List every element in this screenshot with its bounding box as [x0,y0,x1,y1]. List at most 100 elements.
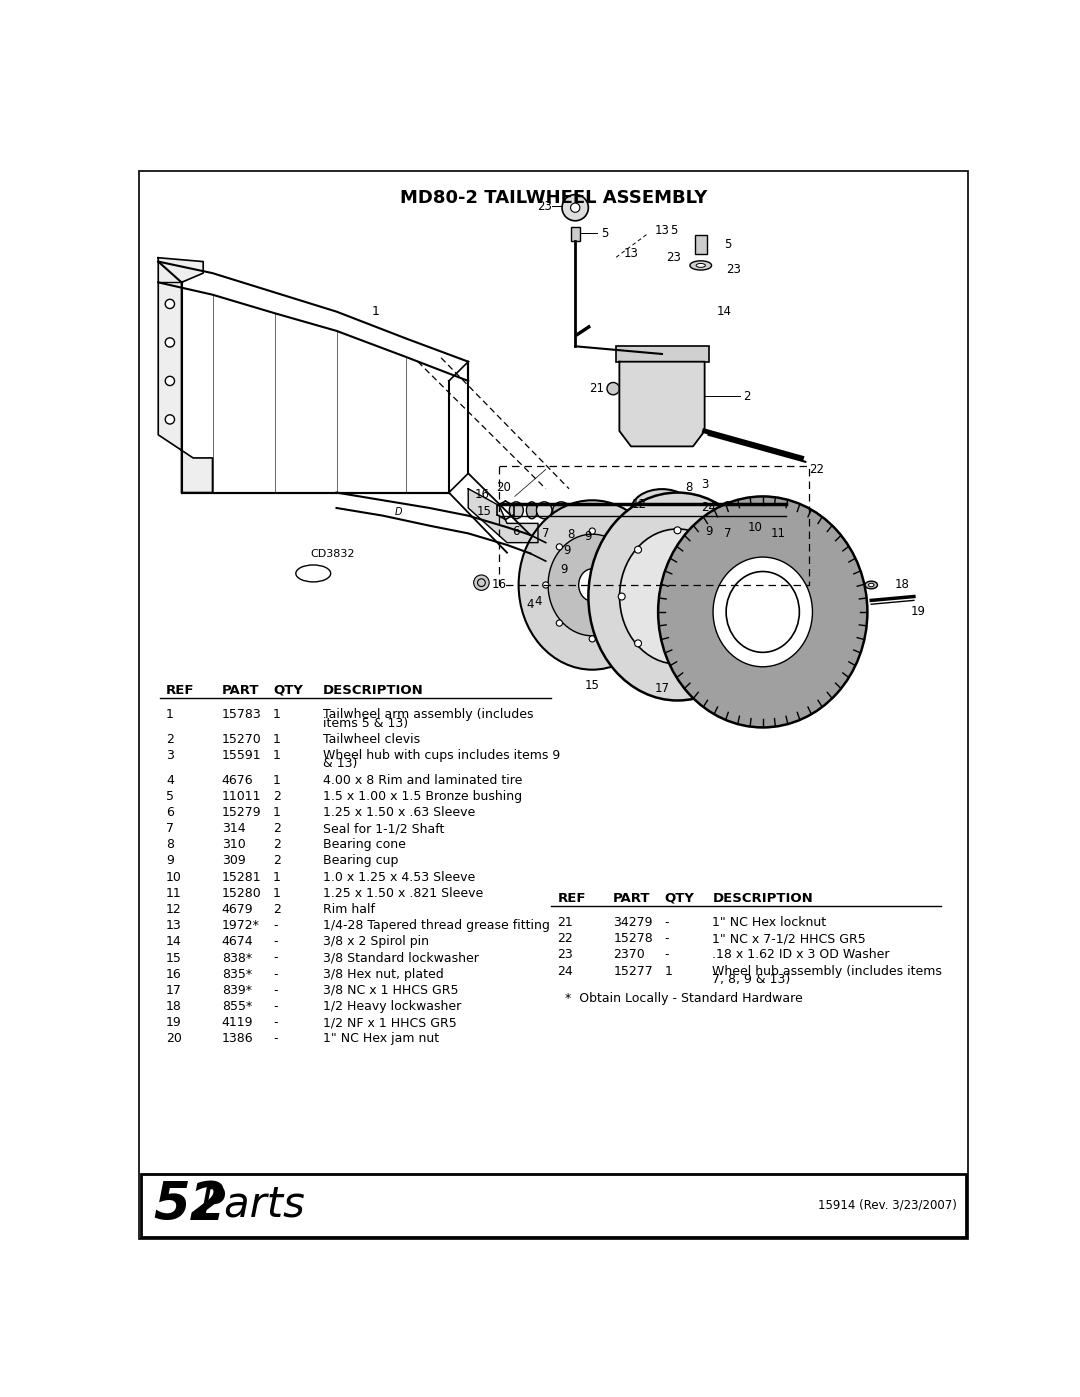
Text: -: - [664,916,669,929]
Text: 4: 4 [166,774,174,787]
Bar [570,226,580,240]
Ellipse shape [579,569,606,601]
Text: 1: 1 [273,774,281,787]
Text: -: - [273,951,278,964]
Circle shape [714,546,720,553]
Text: 22: 22 [557,932,573,946]
Text: 2: 2 [273,838,281,851]
Text: 12: 12 [166,902,181,916]
Bar [616,346,708,362]
Text: 1972*: 1972* [221,919,259,932]
Text: 10: 10 [747,521,762,534]
Bar [694,235,707,254]
Text: -: - [664,949,669,961]
Text: 14: 14 [716,305,731,319]
Text: 4674: 4674 [221,936,254,949]
Text: Wheel hub with cups includes items 9: Wheel hub with cups includes items 9 [323,749,559,761]
Text: & 13): & 13) [323,757,356,771]
Text: 2: 2 [166,733,174,746]
Text: DESCRIPTION: DESCRIPTION [323,683,423,697]
Bar [141,1173,966,1238]
Text: 15280: 15280 [221,887,261,900]
Text: PART: PART [221,683,259,697]
Text: -: - [273,936,278,949]
Ellipse shape [553,502,570,518]
Text: 1: 1 [166,708,174,721]
Text: 15: 15 [476,506,491,518]
Text: -: - [273,1016,278,1030]
Text: 7: 7 [542,527,550,539]
Circle shape [730,594,737,599]
Circle shape [474,576,489,591]
Text: REF: REF [557,891,585,904]
Text: 22: 22 [810,462,824,476]
Text: 17: 17 [166,983,181,997]
Text: 15281: 15281 [221,870,261,884]
Text: 9: 9 [561,563,568,576]
Text: 21: 21 [589,383,604,395]
Text: 3/8 NC x 1 HHCS GR5: 3/8 NC x 1 HHCS GR5 [323,983,458,997]
Text: QTY: QTY [273,683,302,697]
Text: 15: 15 [584,679,599,692]
Circle shape [607,383,619,395]
Text: 1: 1 [273,733,281,746]
Circle shape [556,620,563,626]
Circle shape [590,528,595,534]
Circle shape [671,518,675,524]
Text: 15270: 15270 [221,733,261,746]
Text: 1/4-28 Tapered thread grease fitting: 1/4-28 Tapered thread grease fitting [323,919,550,932]
Text: 18: 18 [166,1000,181,1013]
Circle shape [635,640,642,647]
Circle shape [671,497,675,502]
Ellipse shape [865,581,877,588]
Text: CD3832: CD3832 [310,549,355,559]
Text: 839*: 839* [221,983,252,997]
Ellipse shape [537,502,552,518]
Ellipse shape [658,496,867,728]
Text: Rim half: Rim half [323,902,375,916]
Circle shape [674,659,681,666]
Text: 13: 13 [654,225,670,237]
Text: 2: 2 [273,789,281,803]
Text: Tailwheel arm assembly (includes: Tailwheel arm assembly (includes [323,708,534,721]
Text: 15279: 15279 [221,806,261,819]
Text: 1: 1 [273,887,281,900]
Text: D: D [395,507,402,517]
Circle shape [622,543,629,550]
Circle shape [681,509,686,513]
Circle shape [714,640,720,647]
Ellipse shape [631,489,693,531]
Circle shape [165,376,175,386]
Circle shape [649,497,653,502]
Text: 15278: 15278 [613,932,653,946]
Text: 7: 7 [166,823,174,835]
Text: *  Obtain Locally - Standard Hardware: * Obtain Locally - Standard Hardware [565,992,802,1006]
Ellipse shape [570,502,590,518]
Text: 34279: 34279 [613,916,652,929]
Text: 13: 13 [623,247,638,260]
Text: 5: 5 [670,225,677,237]
Text: DESCRIPTION: DESCRIPTION [713,891,813,904]
Text: 23: 23 [537,200,552,212]
Text: 10: 10 [166,870,181,884]
Polygon shape [619,362,704,447]
Text: 1.5 x 1.00 x 1.5 Bronze bushing: 1.5 x 1.00 x 1.5 Bronze bushing [323,789,522,803]
Circle shape [635,546,642,553]
Text: 16: 16 [166,968,181,981]
Text: 9: 9 [166,855,174,868]
Text: 12: 12 [631,497,646,511]
Text: -: - [664,932,669,946]
Circle shape [165,415,175,425]
Text: .18 x 1.62 ID x 3 OD Washer: .18 x 1.62 ID x 3 OD Washer [713,949,890,961]
Text: 1.25 x 1.50 x .821 Sleeve: 1.25 x 1.50 x .821 Sleeve [323,887,483,900]
Text: 16: 16 [491,578,507,591]
Ellipse shape [726,571,799,652]
Circle shape [590,636,595,643]
Text: 4: 4 [535,595,542,609]
Text: 15914 (Rev. 3/23/2007): 15914 (Rev. 3/23/2007) [818,1199,957,1211]
Text: 8: 8 [166,838,174,851]
Text: 1/2 NF x 1 HHCS GR5: 1/2 NF x 1 HHCS GR5 [323,1016,457,1030]
Polygon shape [159,257,213,493]
Text: 24: 24 [701,502,716,514]
Text: -: - [273,919,278,932]
